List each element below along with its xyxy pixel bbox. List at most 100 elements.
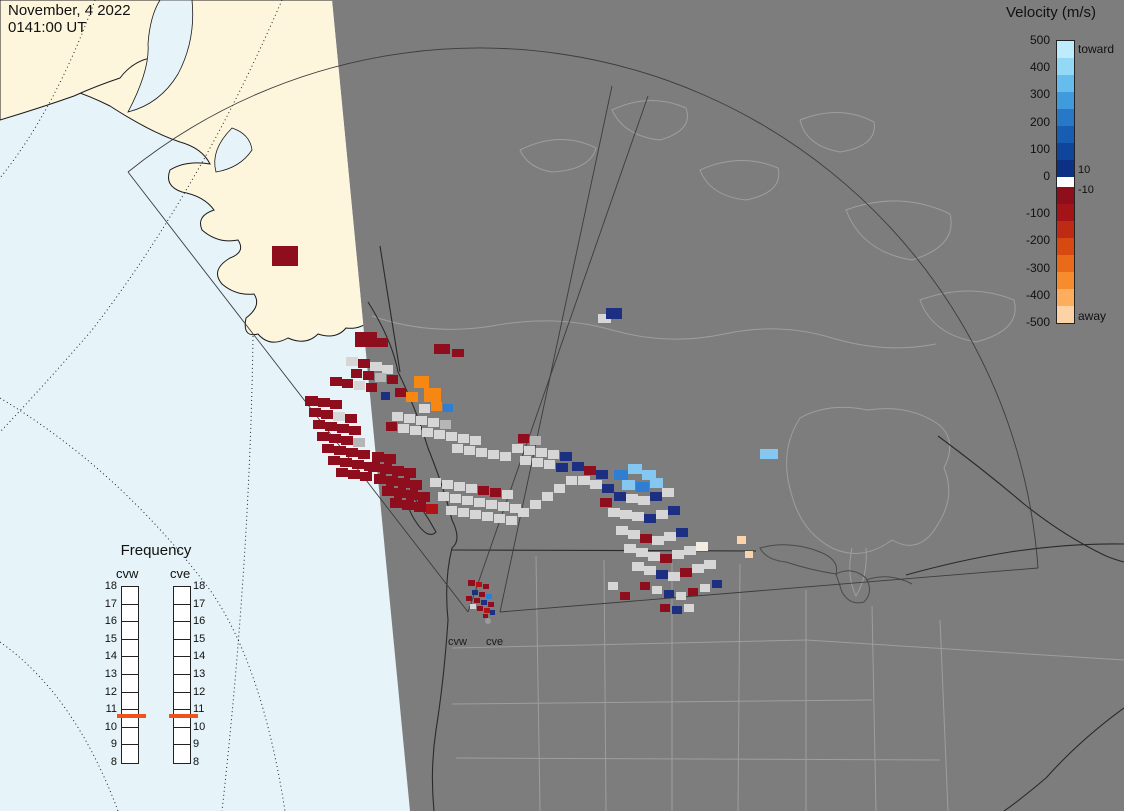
radar-cell <box>272 246 298 266</box>
radar-cell <box>548 450 559 459</box>
radar-cell <box>482 512 493 521</box>
radar-cell <box>684 604 694 612</box>
colorbar-segment <box>1057 126 1074 143</box>
radar-cell <box>366 383 377 392</box>
radar-cell <box>404 414 415 423</box>
radar-cell <box>386 422 397 431</box>
frequency-legend: Frequency cvw cve 18 18 17 17 16 16 15 15 14 14 13… <box>88 540 224 785</box>
frequency-tick-label-right: 15 <box>193 632 206 645</box>
radar-cell <box>692 564 704 573</box>
radar-cell <box>652 536 664 545</box>
radar-label-cvw: cvw <box>448 636 467 648</box>
radar-cell <box>410 426 421 435</box>
frequency-tick-label-left: 9 <box>110 738 117 751</box>
radar-cell <box>438 492 449 501</box>
fov-left-edge <box>127 171 469 613</box>
radar-cell <box>620 510 632 519</box>
radar-cell <box>664 590 674 598</box>
radar-cell <box>572 462 584 471</box>
radar-cell <box>556 463 568 472</box>
radar-cell <box>336 468 348 477</box>
radar-cell <box>479 592 485 597</box>
radar-cell <box>446 432 457 441</box>
colorbar-segment <box>1057 109 1074 126</box>
radar-cell <box>624 544 636 553</box>
radar-cell <box>426 504 438 514</box>
velocity-tick-label: -200 <box>1025 233 1050 248</box>
radar-cell <box>620 592 630 600</box>
radar-cell <box>598 314 611 323</box>
velocity-tick-label: -500 <box>1025 315 1050 329</box>
radar-cell <box>542 492 553 501</box>
radar-cell <box>466 484 477 493</box>
radar-cell <box>510 504 521 513</box>
radar-cell <box>337 424 349 433</box>
radar-cell <box>486 594 492 599</box>
radar-fov-fan <box>127 47 1039 613</box>
radar-cell <box>662 488 674 497</box>
radar-cell <box>318 398 330 407</box>
radar-cell <box>440 420 451 429</box>
colorbar-segment <box>1057 75 1074 92</box>
timestamp: November, 4 2022 0141:00 UT <box>8 2 131 36</box>
velocity-tick-label: -400 <box>1025 287 1050 302</box>
radar-cell <box>626 494 638 503</box>
velocity-tick-label: 200 <box>1029 114 1050 129</box>
radar-cell <box>684 546 696 555</box>
frequency-tick-label-right: 14 <box>193 650 206 663</box>
colorbar-segment <box>1057 272 1074 289</box>
radar-cell <box>317 432 329 441</box>
radar-cell <box>616 526 628 535</box>
radar-cell <box>476 582 482 587</box>
radar-cell <box>614 470 628 480</box>
radar-cell <box>700 584 710 592</box>
frequency-tick-label-left: 11 <box>105 703 117 716</box>
zero-band-plus-label: 10 <box>1078 164 1091 176</box>
radar-cell <box>481 600 487 605</box>
frequency-tick-label-left: 10 <box>104 720 117 733</box>
radar-cell <box>638 496 650 505</box>
frequency-tick-label-right: 8 <box>193 756 200 768</box>
radar-cell <box>578 476 590 485</box>
toward-label: toward <box>1078 42 1115 56</box>
radar-label-cve: cve <box>486 636 504 648</box>
radar-cell <box>648 552 660 561</box>
frequency-bar-segment <box>122 692 138 711</box>
radar-cell <box>676 528 688 537</box>
frequency-bar-segment <box>122 639 138 658</box>
velocity-tick-label: 100 <box>1029 141 1050 156</box>
frequency-bar-segment <box>174 622 190 640</box>
radar-cell <box>566 476 577 485</box>
radar-cell <box>656 570 668 579</box>
radar-cell <box>386 476 398 486</box>
colorbar-segment <box>1057 238 1074 255</box>
radar-cell <box>672 606 682 614</box>
radar-cell <box>530 500 541 509</box>
frequency-bar-segment <box>174 639 190 658</box>
radar-cell <box>640 534 652 543</box>
colorbar-segment <box>1057 255 1074 272</box>
radar-cell <box>374 474 386 484</box>
radar-cell <box>402 500 414 510</box>
radar-cell <box>358 450 370 459</box>
radar-cell <box>506 516 517 525</box>
bering-strait <box>127 0 194 113</box>
radar-cell <box>419 404 430 413</box>
frequency-bar-cvw <box>121 586 139 764</box>
radar-cell <box>384 454 396 464</box>
radar-cell <box>352 460 364 469</box>
radar-cell <box>488 450 499 459</box>
radar-cell <box>470 604 476 609</box>
radar-cell <box>606 308 622 319</box>
night-coastlines <box>371 99 1124 811</box>
colorbar-segment <box>1057 58 1074 75</box>
fov-outer-arc <box>127 47 1039 569</box>
borders-and-lakes <box>759 544 913 604</box>
radar-cell <box>322 444 334 453</box>
radar-cell <box>368 462 380 472</box>
frequency-tick-label-left: 12 <box>104 685 117 698</box>
frequency-bar-segment <box>122 657 138 675</box>
radar-cell <box>424 388 441 402</box>
velocity-tick-label: 400 <box>1029 60 1050 75</box>
radar-cell <box>418 492 430 502</box>
